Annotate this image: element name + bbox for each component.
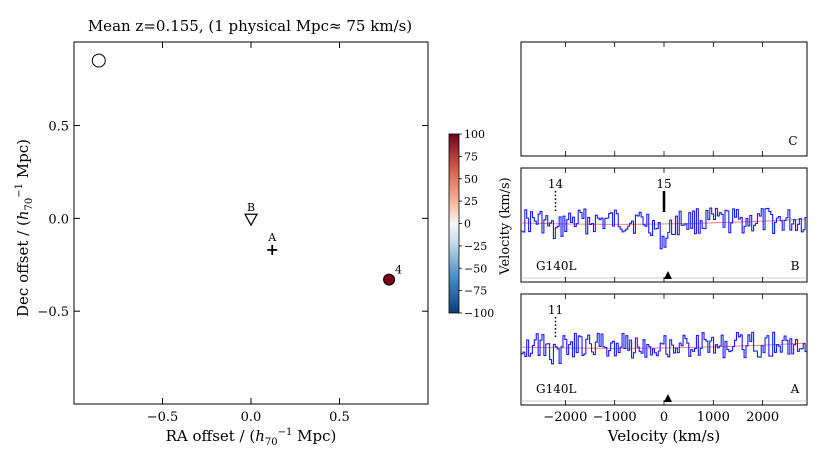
y-axis-label: Dec offset / (h70−1 Mpc) (14, 139, 35, 317)
spectrum-panel-c: C (520, 41, 808, 157)
sky-map-ticks: −0.5 0.0 0.5 0.5 0.0 −0.5 (37, 42, 428, 425)
flux-spectrum (521, 331, 807, 365)
spectra-y-label: Velocity (km/s) (498, 177, 513, 275)
line-marker-label: 11 (548, 303, 563, 317)
flux-spectrum (521, 207, 807, 250)
triangle-marker (243, 213, 259, 227)
y-tick-label: 0.5 (48, 120, 69, 135)
point-label: B (247, 201, 255, 214)
instrument-label: G140L (536, 259, 576, 273)
colorbar: 100 75 50 25 0 −25 −50 −75 −100 (448, 128, 494, 320)
colorbar-tick-label: 50 (464, 173, 478, 186)
spectrum-x-tick-label: −1000 (593, 410, 637, 425)
spectrum-panel-b: 14 15 G140L B (520, 167, 808, 283)
panel-c-frame (520, 41, 808, 157)
point-label: A (267, 231, 277, 244)
colorbar-tick-label: 100 (464, 128, 485, 141)
x-tick-label: 0.0 (241, 410, 262, 425)
colorbar-tick-label: 25 (464, 195, 478, 208)
line-marker-label: 15 (656, 177, 671, 191)
y-tick-label: −0.5 (37, 305, 69, 320)
x-axis-label: RA offset / (h70−1 Mpc) (166, 427, 337, 448)
colorbar-tick-label: −75 (464, 285, 487, 298)
spectrum-panel-a: 11 G140L A −2000 −1000 0 1000 2000 (520, 293, 808, 425)
colorbar-ticks: 100 75 50 25 0 −25 −50 −75 −100 (459, 128, 494, 320)
chart-title: Mean z=0.155, (1 physical Mpc≈ 75 km/s) (88, 17, 412, 35)
panel-label: A (790, 382, 800, 396)
colorbar-tick-label: −50 (464, 262, 487, 275)
spectrum-x-tick-label: 1000 (697, 410, 730, 425)
y-tick-label: 0.0 (48, 212, 69, 227)
line-marker-label: 14 (548, 177, 564, 191)
colorbar-tick-label: 0 (464, 218, 471, 231)
spectrum-x-tick-label: 0 (660, 410, 668, 425)
velocity-zero-arrow (663, 271, 672, 279)
x-tick-label: 0.5 (329, 410, 350, 425)
panel-label: B (791, 259, 800, 273)
spectrum-x-tick-label: −2000 (543, 410, 587, 425)
point-label: 4 (395, 264, 402, 277)
filled-circle-marker (383, 273, 396, 286)
spectrum-x-tick-label: 2000 (746, 410, 779, 425)
instrument-label: G140L (536, 382, 576, 396)
spectra-x-label: Velocity (km/s) (607, 427, 720, 445)
x-tick-label: −0.5 (147, 410, 179, 425)
colorbar-tick-label: −100 (464, 307, 494, 320)
sky-map-panel: −0.5 0.0 0.5 0.5 0.0 −0.5 B A 4 RA offset / (h7… (14, 41, 429, 448)
colorbar-tick-label: −25 (464, 240, 487, 253)
colorbar-gradient (448, 133, 460, 314)
velocity-zero-arrow (663, 394, 672, 402)
continuum-line (520, 218, 808, 225)
open-circle-marker (91, 53, 106, 68)
colorbar-tick-label: 75 (464, 150, 478, 163)
panel-label: C (788, 134, 797, 148)
sky-map-points: B A 4 (91, 53, 402, 286)
